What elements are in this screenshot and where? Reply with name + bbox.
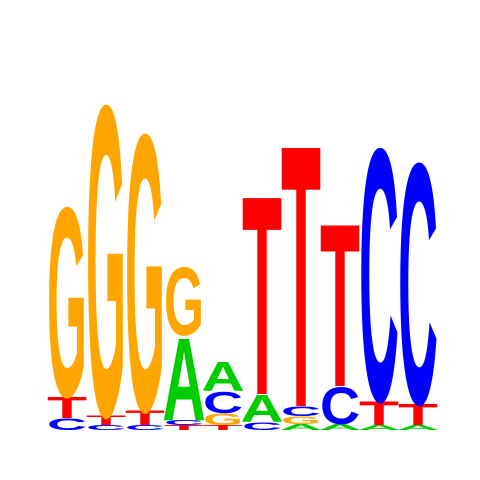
logo-letter-c-pos6: C	[242, 420, 282, 432]
logo-letter-g-pos3: G	[125, 51, 165, 480]
logo-letter-g-pos5: G	[203, 410, 243, 429]
logo-letter-t-pos10: T	[398, 397, 438, 431]
logo-letter-a-pos4: A	[162, 313, 205, 445]
logo-letter-t-pos7: T	[281, 67, 321, 480]
logo-letter-c-pos10: C	[398, 93, 438, 477]
logo-letter-t-pos2: T	[86, 413, 126, 429]
logo-letter-c-pos1: C	[47, 415, 87, 434]
logo-letter-t-pos1: T	[47, 390, 87, 424]
logo-letter-a-pos9: A	[357, 424, 400, 432]
logo-letter-t-pos4: T	[164, 424, 204, 432]
logo-letter-g-pos2: G	[86, 15, 126, 480]
logo-letter-c-pos5: C	[203, 386, 243, 419]
logo-letter-g-pos7: G	[281, 414, 321, 427]
logo-letter-t-pos3: T	[125, 407, 165, 430]
logo-letter-c-pos3: C	[125, 424, 165, 432]
logo-letter-c-pos7: C	[281, 403, 321, 419]
logo-letter-a-pos10: A	[396, 424, 439, 432]
logo-letter-a-pos7: A	[279, 423, 322, 432]
logo-letter-c-pos9: C	[359, 73, 399, 477]
logo-letter-a-pos8: A	[318, 423, 361, 432]
logo-letter-g-pos4: G	[164, 249, 204, 357]
logo-letter-t-pos9: T	[359, 395, 399, 433]
logo-letter-c-pos4: C	[164, 419, 204, 427]
logo-letter-a-pos6: A	[240, 387, 283, 431]
logo-letter-c-pos2: C	[86, 424, 126, 432]
logo-letter-t-pos6: T	[242, 136, 282, 454]
logo-letter-g-pos1: G	[47, 153, 87, 454]
logo-letter-c-pos8: C	[320, 377, 360, 436]
logo-letter-t-pos5: T	[203, 424, 243, 432]
logo-letter-a-pos5: A	[201, 353, 244, 400]
logo-letter-t-pos8: T	[320, 176, 360, 436]
